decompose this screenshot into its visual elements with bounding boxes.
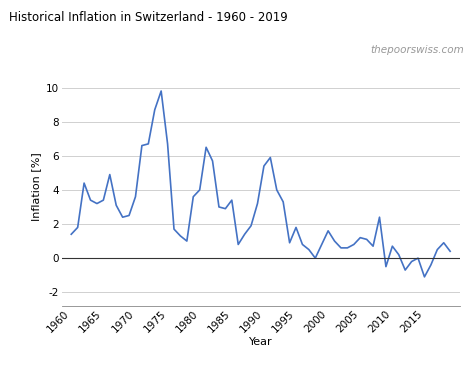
X-axis label: Year: Year [249,337,273,347]
Text: thepoorswiss.com: thepoorswiss.com [371,45,465,55]
Text: Historical Inflation in Switzerland - 1960 - 2019: Historical Inflation in Switzerland - 19… [9,11,288,24]
Y-axis label: Inflation [%]: Inflation [%] [32,152,42,221]
